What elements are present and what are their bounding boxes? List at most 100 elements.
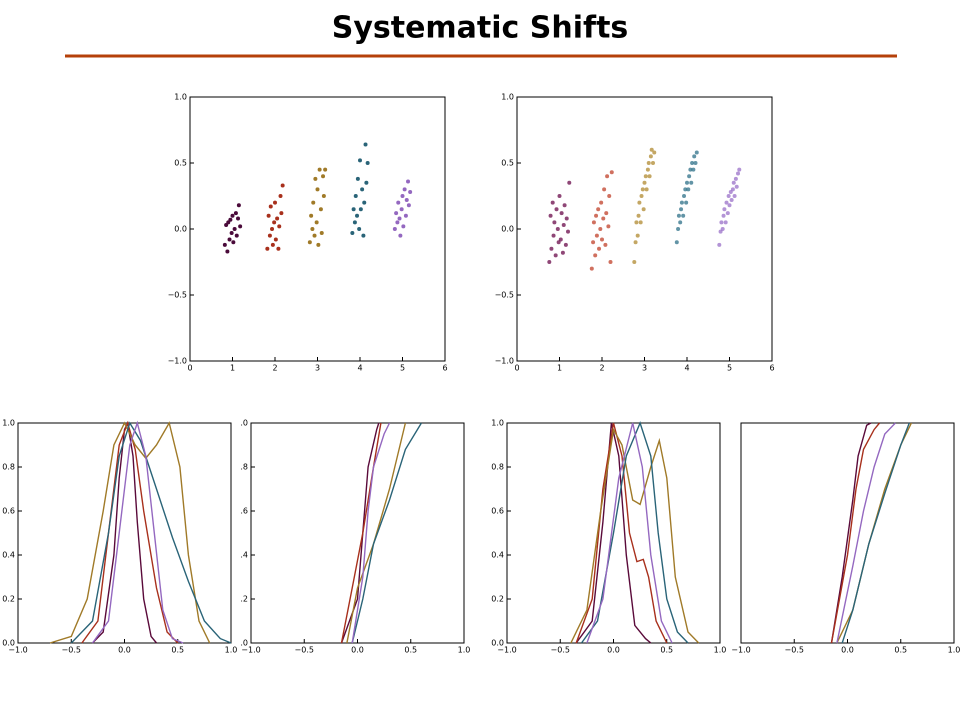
scatter-point — [267, 233, 272, 238]
scatter-point — [551, 233, 556, 238]
plot-frame — [516, 96, 773, 362]
scatter-point — [236, 203, 241, 208]
curve — [836, 422, 896, 644]
x-tick-label: 0.5 — [660, 646, 673, 655]
scatter-point — [357, 227, 362, 231]
scatter-point — [717, 242, 722, 247]
scatter-point — [723, 220, 728, 225]
scatter-point — [408, 190, 413, 195]
scatter-point — [397, 216, 402, 221]
y-tick-label: 0.0 — [174, 225, 187, 234]
y-tick-label: 0.6 — [491, 507, 504, 516]
plot-frame — [17, 422, 232, 644]
curve — [570, 427, 700, 644]
scatter-point — [313, 176, 318, 181]
x-tick-label: −1.0 — [731, 646, 750, 655]
scatter-point — [277, 224, 282, 229]
scatter-point — [719, 220, 724, 225]
scatter-point — [399, 207, 404, 212]
scatter-point — [398, 233, 403, 238]
plot-frame — [740, 422, 955, 644]
curve — [91, 420, 184, 644]
scatter-point — [593, 253, 598, 258]
scatter-point — [396, 200, 401, 205]
x-tick-label: 0.5 — [404, 646, 417, 655]
scatter-point — [266, 213, 271, 218]
scatter-point — [236, 216, 241, 221]
scatter-point — [280, 183, 285, 188]
y-tick-label: .0 — [240, 639, 248, 648]
scatter-point — [268, 204, 273, 209]
scatter-point — [225, 249, 230, 254]
x-tick-label: 0.0 — [841, 646, 854, 655]
scatter-point — [307, 240, 312, 245]
scatter-point — [638, 220, 643, 225]
scatter-point — [309, 213, 314, 218]
x-tick-label: 3 — [315, 364, 320, 373]
scatter-point — [364, 180, 369, 185]
curve — [70, 421, 232, 644]
scatter-point — [406, 179, 411, 184]
scatter-point — [687, 174, 692, 179]
scatter-point — [729, 197, 734, 202]
scatter-point — [643, 174, 648, 179]
scatter-point — [353, 194, 358, 198]
y-tick-label: 1.0 — [174, 93, 187, 102]
scatter-point — [321, 194, 326, 198]
scatter-point — [317, 167, 322, 172]
scatter-point — [272, 220, 277, 225]
scatter-point — [549, 246, 554, 251]
scatter-point — [608, 260, 613, 264]
scatter-point — [400, 194, 405, 198]
slide-title: Systematic Shifts — [332, 11, 629, 46]
scatter-point — [231, 240, 236, 245]
scatter-point — [634, 220, 639, 225]
y-tick-label: .8 — [240, 463, 248, 472]
x-tick-label: −0.5 — [551, 646, 570, 655]
scatter-point — [609, 170, 614, 175]
curve — [586, 422, 673, 644]
scatter-point — [318, 207, 323, 212]
scatter-point — [606, 224, 611, 229]
scatter-point — [363, 142, 368, 147]
scatter-point — [402, 187, 407, 192]
scatter-point — [652, 150, 657, 155]
scatter-point — [596, 207, 601, 212]
y-tick-label: 0.0 — [2, 639, 15, 648]
x-tick-label: 2 — [599, 364, 604, 373]
scatter-point — [275, 216, 280, 221]
scatter-point — [641, 207, 646, 212]
curve — [575, 422, 652, 644]
x-tick-label: −1.0 — [241, 646, 260, 655]
y-tick-label: .6 — [240, 507, 248, 516]
scatter-point — [644, 187, 649, 192]
scatter-point — [552, 220, 557, 225]
scatter-point — [724, 200, 729, 205]
x-tick-label: 1.0 — [225, 646, 238, 655]
scatter-point — [361, 233, 366, 238]
scatter-point — [562, 203, 567, 208]
scatter-point — [365, 161, 370, 165]
scatter-point — [591, 220, 596, 225]
y-tick-label: −0.5 — [168, 291, 187, 300]
y-tick-label: 1.0 — [501, 93, 514, 102]
scatter-point — [676, 213, 681, 218]
scatter-point — [360, 187, 365, 192]
scatter-point — [234, 233, 239, 238]
x-tick-label: −0.5 — [785, 646, 804, 655]
scatter-point — [646, 161, 651, 165]
scatter-point — [323, 167, 328, 172]
scatter-point — [560, 250, 565, 255]
y-tick-label: 0.6 — [2, 507, 15, 516]
scatter-point — [607, 194, 612, 198]
scatter-point — [559, 211, 564, 216]
scatter-point — [692, 154, 697, 159]
scatter-point — [684, 200, 689, 205]
scatter-point — [599, 200, 604, 205]
scatter-point — [639, 194, 644, 198]
scatter-point — [553, 253, 558, 258]
scatter-point — [401, 224, 406, 229]
scatter-point — [265, 246, 270, 251]
scatter-point — [316, 242, 321, 247]
scatter-point — [642, 180, 647, 185]
